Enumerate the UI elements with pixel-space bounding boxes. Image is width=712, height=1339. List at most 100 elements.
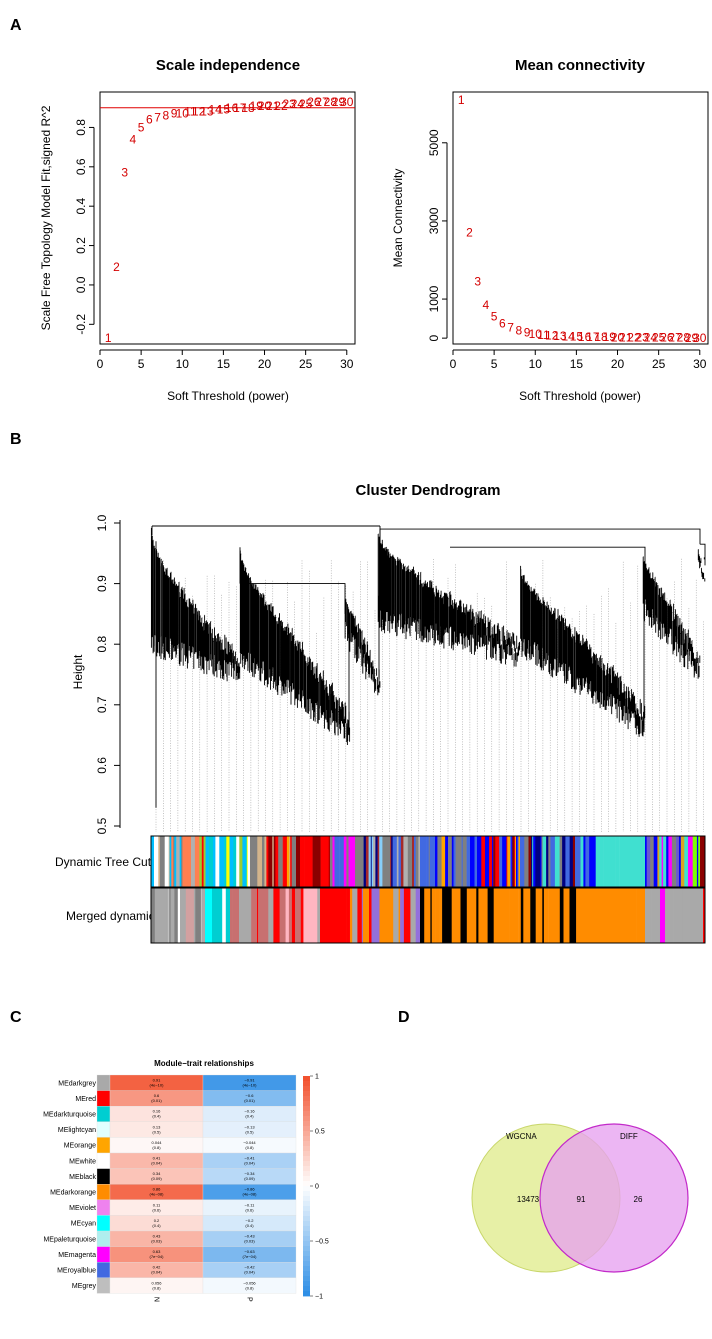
data-point-label: 26 <box>307 95 321 109</box>
legend-gradient-step <box>303 1211 310 1217</box>
merged-color-band <box>636 888 638 943</box>
module-color-band <box>359 836 361 887</box>
merged-color-band <box>645 888 652 943</box>
module-color-band <box>351 836 356 887</box>
merged-color-band <box>699 888 704 943</box>
module-color-band <box>474 836 478 887</box>
legend-gradient-step <box>303 1176 310 1182</box>
module-trait-heatmap: Module−trait relationships MEdarkgrey 0.9… <box>43 1059 329 1302</box>
heatmap-cell-value: 0.43 <box>153 1234 162 1239</box>
y-axis-label: Height <box>71 654 85 689</box>
module-color-band <box>203 836 206 887</box>
data-point-label: 15 <box>570 330 584 344</box>
merged-color-band <box>245 888 252 943</box>
module-color-band <box>577 836 581 887</box>
module-color-band <box>233 836 237 887</box>
y-tick-label: 0 <box>427 334 441 341</box>
merged-color-band <box>206 888 213 943</box>
legend-gradient-step <box>303 1236 310 1242</box>
module-color-band <box>379 836 383 887</box>
color-row-label-dynamic: Dynamic Tree Cut <box>55 855 152 869</box>
module-color-band <box>528 836 532 887</box>
heatmap-cell-value: −0.41 <box>244 1156 255 1161</box>
heatmap-cell-pvalue: (0.6) <box>152 1207 161 1212</box>
module-color-band <box>608 836 612 887</box>
y-tick-label: 0.7 <box>95 696 109 713</box>
data-point-label: 5 <box>491 309 498 323</box>
merged-color-band <box>352 888 358 943</box>
merged-color-band <box>682 888 687 943</box>
merged-color-band <box>170 888 175 943</box>
module-color-band <box>516 836 518 887</box>
module-color-band <box>455 836 459 887</box>
heatmap-cell-pvalue: (0.4) <box>245 1114 254 1119</box>
heatmap-cell-value: −0.34 <box>244 1171 255 1176</box>
module-color-band <box>493 836 496 887</box>
legend-tick-label: 0 <box>315 1184 319 1191</box>
data-point-label: 10 <box>529 327 543 341</box>
module-color-band <box>668 836 673 887</box>
merged-color-band <box>329 888 335 943</box>
dendrogram-branch <box>348 595 645 736</box>
module-color-band <box>415 836 419 887</box>
merged-color-band <box>407 888 411 943</box>
legend-gradient-step <box>303 1106 310 1112</box>
dendrogram-branch <box>520 565 646 737</box>
heatmap-cell-pvalue: (7e−04) <box>243 1254 258 1259</box>
heatmap-cell-pvalue: (0.4) <box>152 1223 161 1228</box>
data-point-label: 6 <box>146 113 153 127</box>
module-color-band <box>272 836 274 887</box>
data-point-label: 18 <box>594 330 608 344</box>
plot-frame <box>99 91 356 345</box>
y-axis-label: Mean Connectivity <box>391 169 405 268</box>
y-tick-label: 5000 <box>427 129 441 156</box>
merged-color-band <box>592 888 597 943</box>
merged-color-band <box>548 888 554 943</box>
module-color-band <box>392 836 398 887</box>
module-color-band <box>507 836 511 887</box>
merged-color-band <box>201 888 204 943</box>
merged-color-band <box>300 888 304 943</box>
data-point-label: 25 <box>299 97 313 111</box>
merged-color-band <box>637 888 641 943</box>
merged-color-band <box>362 888 368 943</box>
color-row-frame <box>150 835 706 888</box>
merged-color-band <box>484 888 488 943</box>
legend-gradient-step <box>303 1241 310 1247</box>
data-point-label: 16 <box>578 330 592 344</box>
module-color-band <box>164 836 169 887</box>
module-color-band <box>418 836 421 887</box>
module-color-band <box>433 836 436 887</box>
module-color-swatch <box>96 1246 111 1263</box>
merged-color-band <box>415 888 421 943</box>
module-color-band <box>247 836 251 887</box>
heatmap-row-label: MEcyan <box>71 1221 96 1228</box>
module-color-band <box>332 836 335 887</box>
module-color-band <box>398 836 402 887</box>
merged-color-band <box>476 888 479 943</box>
merged-color-band <box>398 888 401 943</box>
data-point-label: 2 <box>466 226 473 240</box>
merged-color-band <box>382 888 387 943</box>
y-tick-label: 0.6 <box>74 158 88 175</box>
heatmap-cell-pvalue: (0.09) <box>244 1176 255 1181</box>
module-color-band <box>653 836 658 887</box>
module-color-band <box>275 836 279 887</box>
module-color-band <box>283 836 288 887</box>
data-point-label: 20 <box>258 99 272 113</box>
module-color-band <box>278 836 280 887</box>
module-color-band <box>611 836 615 887</box>
merged-color-band <box>361 888 364 943</box>
heatmap-cell <box>202 1277 297 1294</box>
merged-color-band <box>303 888 311 943</box>
module-color-band <box>548 836 551 887</box>
dendrogram-tree <box>150 525 706 832</box>
merged-color-band <box>177 888 181 943</box>
heatmap-row-label: MEpaleturquoise <box>43 1236 96 1243</box>
heatmap-cell-pvalue: (0.8) <box>245 1285 254 1290</box>
merged-color-band <box>446 888 452 943</box>
module-color-band <box>308 836 313 887</box>
module-color-band <box>250 836 255 887</box>
color-row-dynamic-tree-cut <box>151 836 706 887</box>
module-color-band <box>614 836 616 887</box>
